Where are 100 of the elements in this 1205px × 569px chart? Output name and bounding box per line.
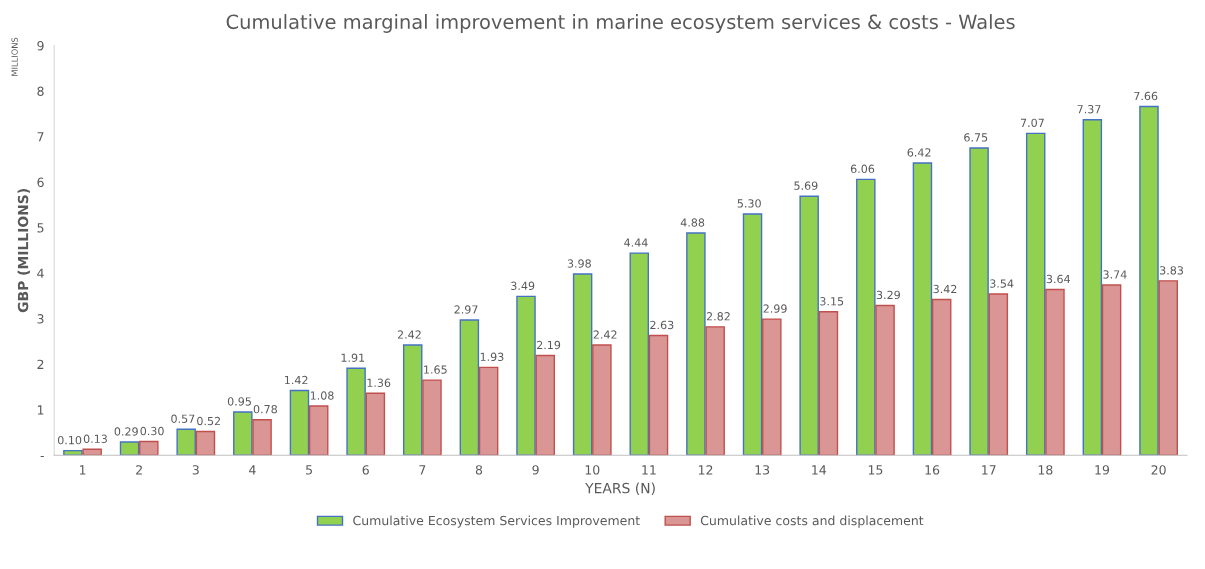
bar <box>686 232 706 456</box>
bar <box>1158 280 1178 456</box>
bar <box>233 411 253 456</box>
bar <box>742 213 763 456</box>
y-tick-label: 8 <box>37 86 44 96</box>
data-label: 6.06 <box>850 164 875 174</box>
x-tick-label: 13 <box>755 465 770 475</box>
y-tick-label: 4 <box>37 268 44 278</box>
x-tick-label: 12 <box>698 465 713 475</box>
data-label: 6.42 <box>907 148 931 157</box>
bar <box>82 448 102 456</box>
data-label: 0.95 <box>227 397 251 406</box>
data-label: 7.66 <box>1134 91 1158 101</box>
data-label: 3.54 <box>990 279 1014 288</box>
data-label: 0.13 <box>83 434 107 443</box>
data-label: 1.91 <box>341 353 365 362</box>
bar <box>1082 119 1103 456</box>
bar <box>592 344 612 456</box>
y-tick-label: - <box>40 456 44 458</box>
bar <box>176 428 196 456</box>
bar <box>648 334 669 456</box>
x-tick-label: 3 <box>192 465 199 475</box>
data-label: 4.88 <box>680 218 705 227</box>
x-axis-title: YEARS (N) <box>585 482 655 495</box>
data-label: 0.29 <box>114 427 138 436</box>
legend-label: Cumulative costs and displacement <box>700 515 924 528</box>
bar <box>195 430 216 456</box>
bar <box>119 441 140 456</box>
data-label: 3.29 <box>876 290 900 300</box>
data-label: 1.65 <box>424 365 447 374</box>
bar <box>705 326 725 456</box>
data-label: 1.08 <box>310 391 334 400</box>
x-tick-label: 14 <box>812 465 827 475</box>
bar <box>969 147 989 456</box>
data-label: 7.37 <box>1077 104 1101 114</box>
data-label: 3.83 <box>1160 266 1184 275</box>
bar <box>856 178 876 456</box>
data-label: 6.75 <box>964 133 988 142</box>
x-tick-label: 6 <box>362 465 369 475</box>
y-tick-label: 5 <box>37 223 44 233</box>
bar <box>365 392 386 456</box>
data-label: 1.36 <box>367 378 391 387</box>
x-tick-label: 19 <box>1095 465 1110 475</box>
data-label: 7.07 <box>1020 118 1044 128</box>
y-axis-title: GBP (MILLIONS) <box>17 189 30 313</box>
data-label: 0.57 <box>171 414 195 423</box>
bar <box>1045 288 1065 456</box>
bar <box>63 449 83 456</box>
x-tick-label: 4 <box>249 465 256 475</box>
y-tick-label: 9 <box>37 40 44 51</box>
bar <box>875 304 895 456</box>
data-label: 2.82 <box>706 312 730 321</box>
data-label: 2.19 <box>537 340 561 350</box>
x-tick-label: 11 <box>642 465 656 475</box>
legend-label: Cumulative Ecosystem Services Improvement <box>353 515 640 528</box>
x-tick-label: 16 <box>925 465 940 475</box>
bar <box>478 366 499 456</box>
bar <box>422 379 442 456</box>
x-tick-label: 17 <box>982 465 996 475</box>
data-label: 2.42 <box>593 330 617 339</box>
y-tick-label: 6 <box>37 177 44 188</box>
x-tick-label: 5 <box>306 465 312 475</box>
chart-title: Cumulative marginal improvement in marine ecosystem services & costs - Wales <box>226 14 1015 33</box>
data-label: 1.93 <box>480 352 504 362</box>
x-tick-label: 7 <box>419 465 426 475</box>
bar <box>912 162 933 456</box>
y-tick-label: 1 <box>37 405 44 415</box>
bar <box>1025 132 1046 456</box>
x-tick-label: 20 <box>1151 465 1166 475</box>
bar <box>931 298 952 456</box>
data-label: 0.10 <box>57 435 82 445</box>
bar <box>762 318 782 456</box>
data-label: 2.99 <box>763 304 787 313</box>
bar <box>289 389 310 456</box>
x-tick-label: 18 <box>1038 465 1053 475</box>
y-tick-label: 7 <box>37 132 44 142</box>
data-label: 3.42 <box>933 284 957 294</box>
bar <box>252 418 272 456</box>
y-tick-label: 2 <box>37 359 44 369</box>
data-label: 4.44 <box>624 238 648 247</box>
bar <box>346 367 366 456</box>
bar <box>799 195 819 456</box>
y-tick-label: 3 <box>37 314 44 324</box>
data-label: 0.78 <box>253 404 277 414</box>
bar <box>402 344 423 456</box>
x-tick-label: 8 <box>475 465 483 475</box>
bar <box>572 273 593 456</box>
bar <box>516 295 536 456</box>
x-tick-label: 1 <box>79 465 86 475</box>
x-tick-label: 15 <box>868 465 883 475</box>
x-tick-label: 2 <box>136 465 142 475</box>
bar <box>459 319 480 456</box>
data-label: 3.64 <box>1046 274 1071 284</box>
data-label: 3.98 <box>567 259 591 268</box>
data-label: 2.63 <box>650 320 674 330</box>
x-tick-label: 9 <box>532 465 539 475</box>
data-label: 2.42 <box>397 330 421 339</box>
data-label: 5.30 <box>737 199 761 208</box>
bar <box>818 311 839 456</box>
data-label: 0.30 <box>140 426 164 436</box>
